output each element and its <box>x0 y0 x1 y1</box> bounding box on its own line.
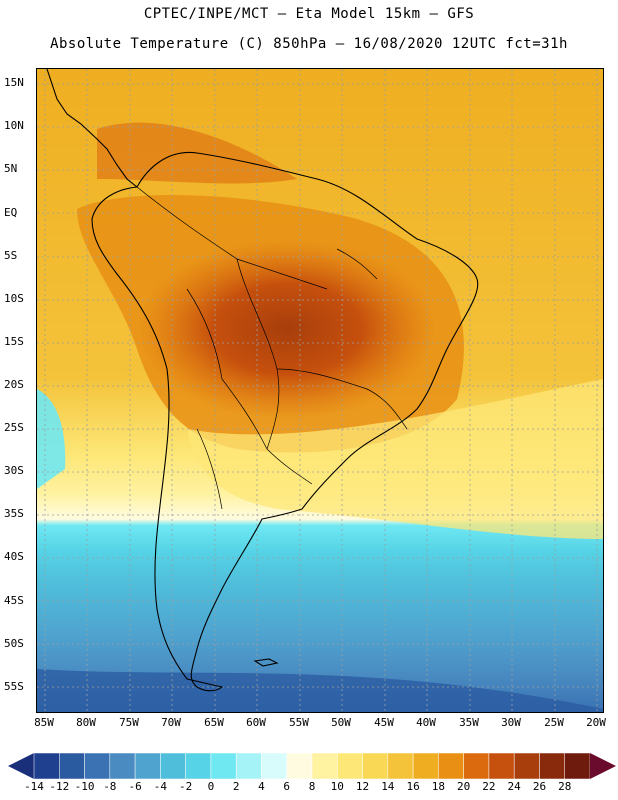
colorbar-tick-label: 2 <box>232 780 240 793</box>
falklands <box>253 658 279 667</box>
lat-label-35s: 35S <box>4 507 24 520</box>
grid <box>37 69 603 712</box>
lat-label-10n: 10N <box>4 119 24 132</box>
colorbar-tick-label: -6 <box>128 780 142 793</box>
lat-label-15n: 15N <box>4 76 24 89</box>
lat-label-45s: 45S <box>4 594 24 607</box>
colorbar-swatch <box>160 752 186 780</box>
colorbar-swatch <box>185 752 212 780</box>
colorbar-swatch <box>134 752 161 780</box>
south-cold-band <box>37 669 603 712</box>
colorbar-swatch <box>488 752 515 780</box>
colorbar-tick-label: 28 <box>558 780 572 793</box>
colorbar-tick-label: 16 <box>406 780 420 793</box>
colorbar-swatch <box>261 752 287 780</box>
lon-label-75w: 75W <box>119 716 139 729</box>
lat-label-eq: EQ <box>4 206 18 219</box>
lon-label-30w: 30W <box>501 716 521 729</box>
lon-label-80w: 80W <box>76 716 96 729</box>
colorbar-tick-label: 10 <box>330 780 344 793</box>
colorbar-tick-label: -14 <box>24 780 44 793</box>
title-line-2: Absolute Temperature (C) 850hPa – 16/08/… <box>50 36 568 52</box>
colorbar-low-arrow <box>8 753 34 779</box>
colorbar-tick-label: 22 <box>482 780 496 793</box>
lat-label-50s: 50S <box>4 637 24 650</box>
lat-label-15s: 15S <box>4 335 24 348</box>
colorbar-swatch <box>210 752 237 780</box>
colorbar-swatch <box>438 752 464 780</box>
colorbar-swatch <box>337 752 363 780</box>
colorbar-tick-label: 26 <box>532 780 547 793</box>
colorbar-tick-label: 14 <box>381 780 395 793</box>
coastlines <box>46 69 479 692</box>
colorbar-tick-label: 12 <box>355 780 370 793</box>
colorbar-tick-label: 20 <box>457 780 471 793</box>
colorbar-tick-label: 6 <box>283 780 291 793</box>
colorbar-swatch <box>513 752 540 780</box>
colorbar-tick-label: 24 <box>507 780 521 793</box>
lon-label-85w: 85W <box>34 716 54 729</box>
colorbar <box>8 752 616 780</box>
colorbar-swatch <box>286 752 313 780</box>
colorbar-swatch <box>412 752 439 780</box>
colorbar-swatch <box>33 752 60 780</box>
lon-label-40w: 40W <box>416 716 436 729</box>
colorbar-high-arrow <box>590 753 616 779</box>
lon-label-50w: 50W <box>331 716 351 729</box>
colorbar-swatch <box>235 752 262 780</box>
colorbar-swatch <box>539 752 565 780</box>
colorbar-tick-label: -4 <box>153 780 167 793</box>
lat-label-55s: 55S <box>4 680 24 693</box>
lon-label-65w: 65W <box>204 716 224 729</box>
lon-label-20w: 20W <box>586 716 606 729</box>
lon-label-70w: 70W <box>161 716 181 729</box>
colorbar-swatch <box>564 752 591 780</box>
central-america-coast <box>46 69 138 188</box>
colorbar-swatch <box>311 752 338 780</box>
title-line-1: CPTEC/INPE/MCT – Eta Model 15km – GFS <box>143 6 475 22</box>
temperature-map <box>36 68 604 713</box>
lat-label-10s: 10S <box>4 292 24 305</box>
map-svg <box>37 69 603 712</box>
lon-label-35w: 35W <box>459 716 479 729</box>
colorbar-swatch <box>109 752 136 780</box>
colorbar-swatch <box>362 752 389 780</box>
hot-core <box>137 239 437 419</box>
lat-label-30s: 30S <box>4 464 24 477</box>
lat-label-5n: 5N <box>4 162 18 175</box>
colorbar-swatch <box>387 752 414 780</box>
lon-label-60w: 60W <box>246 716 266 729</box>
lat-label-25s: 25S <box>4 421 24 434</box>
colorbar-swatch <box>84 752 111 780</box>
lat-label-5s: 5S <box>4 249 18 262</box>
south-america-coast <box>91 151 479 692</box>
lon-label-45w: 45W <box>374 716 394 729</box>
colorbar-swatch <box>463 752 490 780</box>
colorbar-tick-label: 8 <box>308 780 316 793</box>
colorbar-tick-label: 18 <box>431 780 445 793</box>
colorbar-tick-label: -10 <box>74 780 95 793</box>
pacific-cool-patch <box>37 389 66 489</box>
colorbar-tick-label: 0 <box>207 780 215 793</box>
colorbar-tick-label: -8 <box>103 780 117 793</box>
country-borders <box>136 186 408 510</box>
lat-label-20s: 20S <box>4 378 24 391</box>
colorbar-tick-label: -12 <box>49 780 70 793</box>
colorbar-tick-label: -2 <box>179 780 193 793</box>
colorbar-swatch <box>59 752 85 780</box>
lon-label-55w: 55W <box>289 716 309 729</box>
yellow-band <box>187 379 603 539</box>
lat-label-40s: 40S <box>4 550 24 563</box>
colorbar-tick-label: 4 <box>258 780 265 793</box>
lon-label-25w: 25W <box>544 716 564 729</box>
